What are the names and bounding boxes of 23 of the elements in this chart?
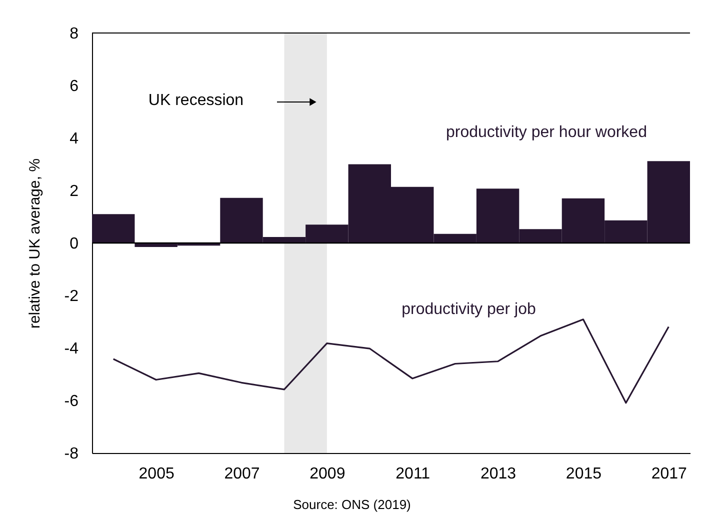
x-tick-label: 2017	[651, 466, 688, 482]
y-tick-label: -8	[64, 446, 79, 462]
y-tick-label: -6	[64, 393, 79, 410]
y-tick-label: 8	[70, 26, 79, 42]
line-series	[112, 318, 670, 404]
annotation: UK recession	[148, 92, 244, 109]
y-tick-label: 4	[70, 130, 79, 148]
x-tick-label: 2009	[310, 466, 346, 482]
y-tick-label: 6	[70, 78, 79, 95]
x-tick-label: 2015	[566, 466, 602, 482]
y-tick-label: 0	[70, 236, 79, 252]
series-label: productivity per hour worked	[446, 124, 647, 141]
series-label: productivity per job	[402, 301, 536, 318]
y-tick-label: -4	[64, 340, 79, 358]
source-note: Source: ONS (2019)	[293, 497, 411, 512]
bar	[92, 214, 135, 243]
x-tick-label: 2005	[138, 466, 174, 482]
y-axis-title: relative to UK average, %	[26, 158, 44, 329]
x-tick-label: 2011	[396, 466, 430, 482]
y-tick-label: 2	[70, 183, 79, 200]
x-tick-label: 2007	[224, 466, 260, 482]
x-tick-label: 2013	[480, 466, 516, 482]
y-tick-label: -2	[64, 288, 79, 305]
